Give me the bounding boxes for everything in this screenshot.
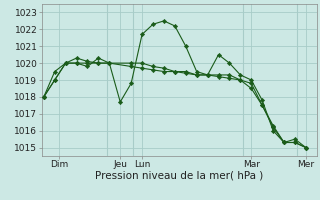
X-axis label: Pression niveau de la mer( hPa ): Pression niveau de la mer( hPa )	[95, 171, 263, 181]
